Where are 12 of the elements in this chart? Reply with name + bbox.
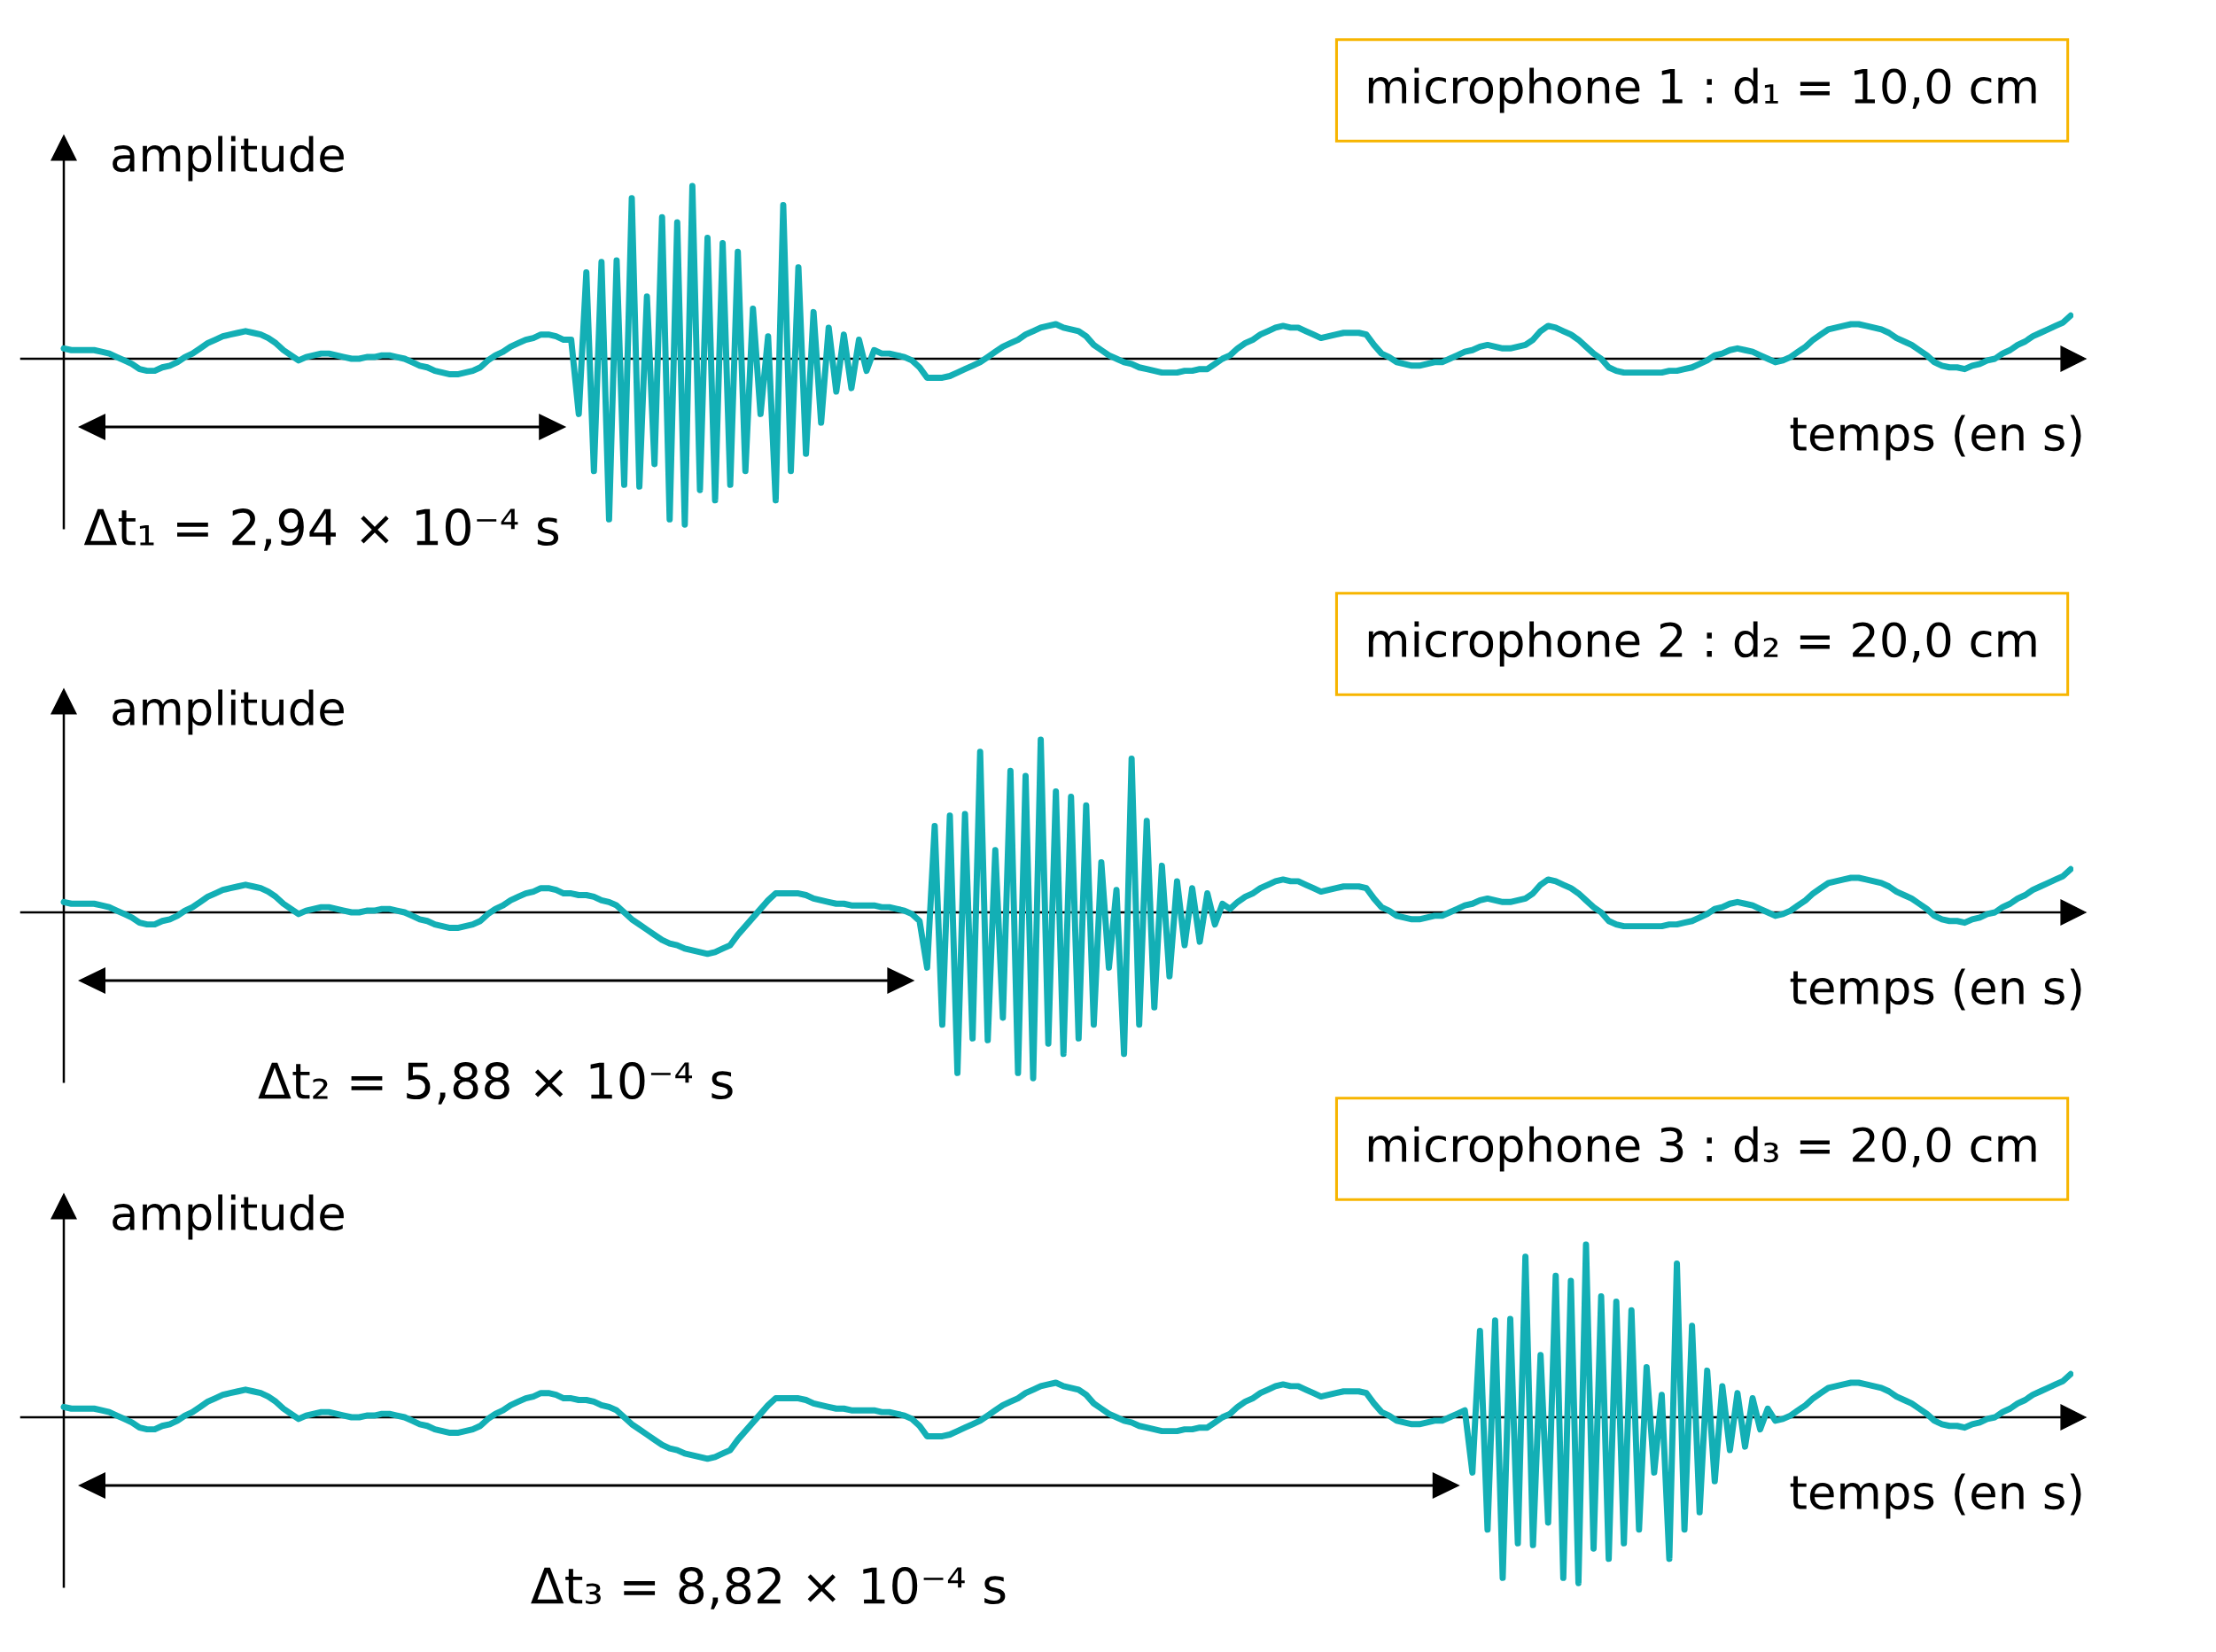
- y-axis-title: amplitude: [113, 689, 344, 735]
- annotation: Δt₃ = 8,82 × 10⁻⁴ s: [531, 1567, 1006, 1609]
- annotation: Δt₂ = 5,88 × 10⁻⁴ s: [258, 1062, 733, 1105]
- x-axis-title: temps (en s): [1790, 968, 2081, 1014]
- x-axis-title: temps (en s): [1790, 415, 2081, 461]
- x-axis-title: temps (en s): [1790, 1473, 2081, 1519]
- chart-title: microphone 2 : d₂ = 20,0 cm: [1368, 621, 2036, 667]
- annotation: Δt₁ = 2,94 × 10⁻⁴ s: [83, 508, 559, 551]
- y-axis-title: amplitude: [113, 136, 344, 182]
- y-axis-title: amplitude: [113, 1194, 344, 1240]
- chart-title: microphone 1 : d₁ = 10,0 cm: [1368, 67, 2036, 113]
- chart-title: microphone 3 : d₃ = 20,0 cm: [1368, 1126, 2036, 1172]
